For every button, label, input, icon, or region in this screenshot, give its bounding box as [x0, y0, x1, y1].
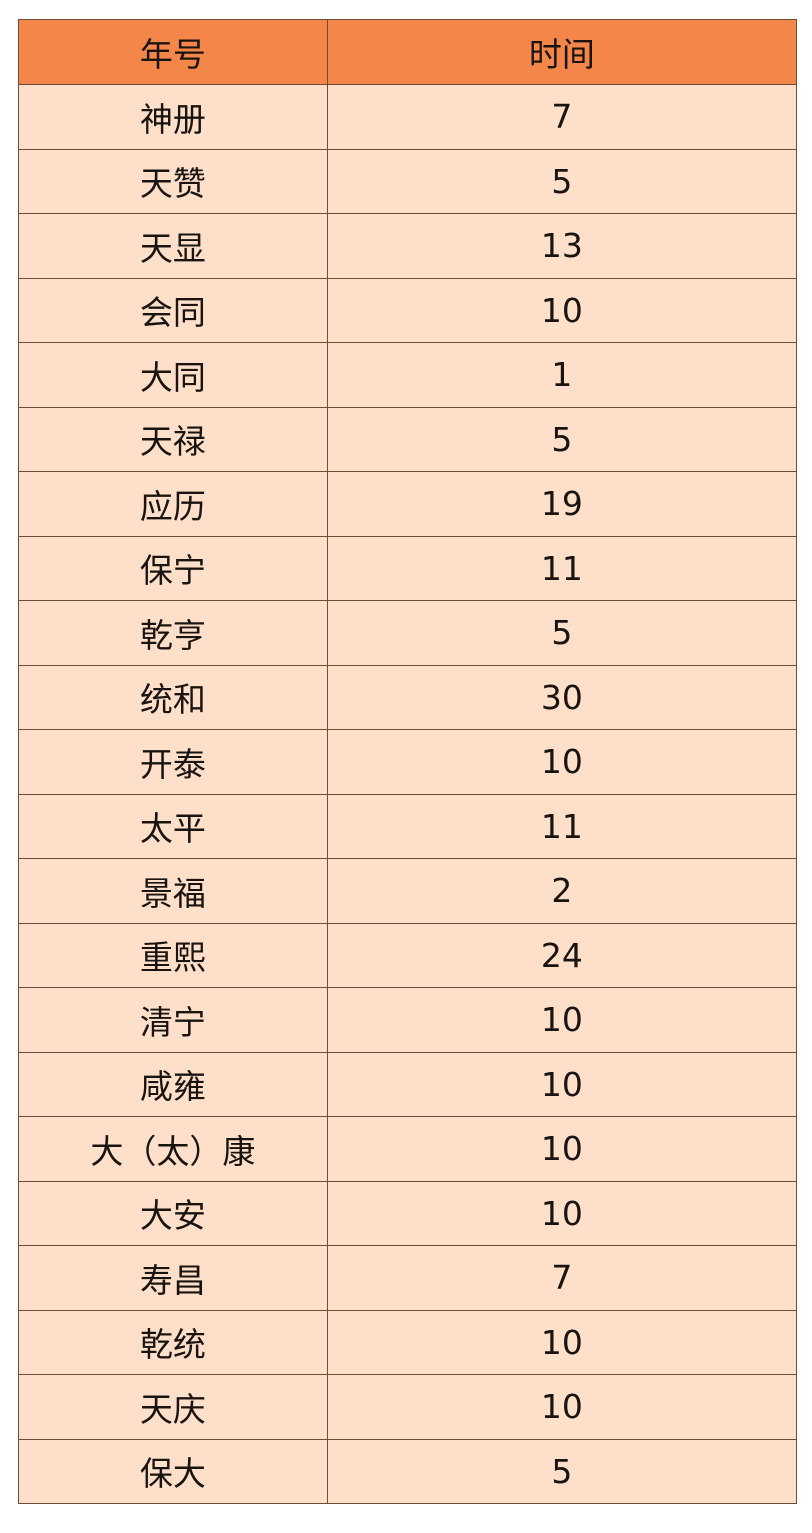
- duration-cell: 7: [326, 1245, 798, 1311]
- era-name-cell: 统和: [18, 664, 328, 730]
- duration-cell: 10: [326, 729, 798, 795]
- table-row: 大（太）康 10: [18, 1116, 798, 1182]
- era-name-cell: 保宁: [18, 535, 328, 601]
- table-row: 太平 11: [18, 793, 798, 859]
- table-row: 神册 7: [18, 84, 798, 150]
- duration-cell: 10: [326, 987, 798, 1053]
- duration-cell: 5: [326, 406, 798, 472]
- duration-cell: 2: [326, 858, 798, 924]
- era-name-cell: 太平: [18, 793, 328, 859]
- era-name-cell: 大（太）康: [18, 1116, 328, 1182]
- duration-cell: 1: [326, 342, 798, 408]
- table-row: 乾亨 5: [18, 600, 798, 666]
- header-era-name: 年号: [18, 19, 328, 85]
- era-name-cell: 重熙: [18, 922, 328, 988]
- duration-cell: 5: [326, 1438, 798, 1504]
- table-row: 清宁 10: [18, 987, 798, 1053]
- table-row: 统和 30: [18, 664, 798, 730]
- table-row: 保大 5: [18, 1438, 798, 1504]
- table-row: 应历 19: [18, 471, 798, 537]
- duration-cell: 10: [326, 1116, 798, 1182]
- era-name-cell: 乾亨: [18, 600, 328, 666]
- duration-cell: 5: [326, 148, 798, 214]
- era-name-cell: 神册: [18, 84, 328, 150]
- table-row: 会同 10: [18, 277, 798, 343]
- duration-cell: 11: [326, 535, 798, 601]
- table-row: 咸雍 10: [18, 1051, 798, 1117]
- table-row: 开泰 10: [18, 729, 798, 795]
- table-row: 天庆 10: [18, 1374, 798, 1440]
- era-name-cell: 景福: [18, 858, 328, 924]
- era-name-cell: 大同: [18, 342, 328, 408]
- era-name-cell: 天显: [18, 213, 328, 279]
- era-name-cell: 清宁: [18, 987, 328, 1053]
- era-table: 年号 时间 神册 7 天赞 5 天显 13 会同 10 大同 1 天禄 5 应历 19 保宁 11 乾亨 5 统和 3…: [18, 19, 798, 1504]
- duration-cell: 10: [326, 1309, 798, 1375]
- table-row: 寿昌 7: [18, 1245, 798, 1311]
- header-row: 年号 时间: [18, 19, 798, 85]
- table-row: 景福 2: [18, 858, 798, 924]
- table-row: 天禄 5: [18, 406, 798, 472]
- table-row: 重熙 24: [18, 922, 798, 988]
- era-name-cell: 大安: [18, 1180, 328, 1246]
- duration-cell: 10: [326, 1051, 798, 1117]
- era-name-cell: 天赞: [18, 148, 328, 214]
- duration-cell: 10: [326, 1374, 798, 1440]
- duration-cell: 5: [326, 600, 798, 666]
- duration-cell: 19: [326, 471, 798, 537]
- table-row: 乾统 10: [18, 1309, 798, 1375]
- header-duration: 时间: [326, 19, 798, 85]
- era-name-cell: 咸雍: [18, 1051, 328, 1117]
- era-name-cell: 保大: [18, 1438, 328, 1504]
- duration-cell: 30: [326, 664, 798, 730]
- era-name-cell: 寿昌: [18, 1245, 328, 1311]
- table-row: 天显 13: [18, 213, 798, 279]
- duration-cell: 11: [326, 793, 798, 859]
- table-row: 保宁 11: [18, 535, 798, 601]
- era-name-cell: 乾统: [18, 1309, 328, 1375]
- table-row: 大同 1: [18, 342, 798, 408]
- era-name-cell: 会同: [18, 277, 328, 343]
- table-row: 天赞 5: [18, 148, 798, 214]
- era-name-cell: 应历: [18, 471, 328, 537]
- duration-cell: 10: [326, 1180, 798, 1246]
- duration-cell: 13: [326, 213, 798, 279]
- era-name-cell: 天禄: [18, 406, 328, 472]
- duration-cell: 7: [326, 84, 798, 150]
- table-row: 大安 10: [18, 1180, 798, 1246]
- era-name-cell: 天庆: [18, 1374, 328, 1440]
- duration-cell: 10: [326, 277, 798, 343]
- duration-cell: 24: [326, 922, 798, 988]
- era-name-cell: 开泰: [18, 729, 328, 795]
